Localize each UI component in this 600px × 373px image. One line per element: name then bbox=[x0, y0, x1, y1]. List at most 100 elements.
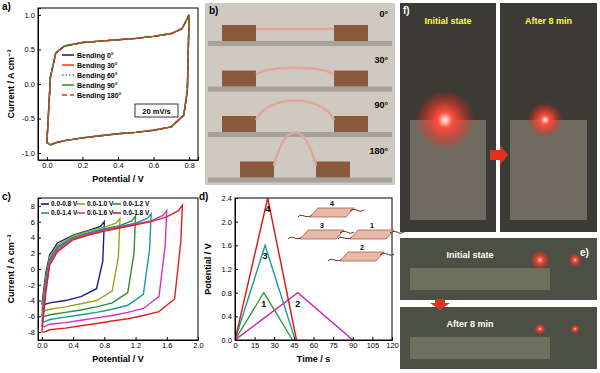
tick-label: 1.2 bbox=[131, 341, 141, 350]
led-glow bbox=[534, 323, 546, 335]
tick: 0.0 bbox=[25, 80, 41, 89]
tick: -0.5 bbox=[22, 114, 41, 123]
tick: -8 bbox=[28, 328, 41, 337]
tick-label: -8 bbox=[28, 328, 35, 337]
tick-mark bbox=[198, 337, 199, 340]
series-label: 1 bbox=[261, 299, 266, 309]
tick-mark bbox=[294, 337, 295, 340]
tick-mark bbox=[353, 337, 354, 340]
tick-mark bbox=[235, 245, 238, 246]
tick: 6 bbox=[31, 218, 41, 227]
series-line bbox=[42, 211, 167, 327]
photo bbox=[400, 307, 597, 369]
photo-detail bbox=[410, 337, 550, 359]
axis-line bbox=[39, 199, 42, 341]
panel-label: c) bbox=[2, 191, 11, 202]
tick-label: 90 bbox=[349, 341, 357, 350]
series-label: 2 bbox=[295, 299, 300, 309]
inset-label: 3 bbox=[320, 222, 324, 229]
tick: 45 bbox=[290, 337, 298, 350]
tick-mark bbox=[154, 157, 155, 160]
y-axis-title: Current / A cm⁻³ bbox=[6, 49, 16, 118]
device bbox=[300, 230, 344, 239]
legend-swatch bbox=[62, 64, 74, 66]
photo-label: Initial state bbox=[424, 16, 471, 26]
legend: 1234 bbox=[261, 204, 300, 309]
tick-label: 0.4 bbox=[222, 312, 232, 321]
series-line bbox=[42, 205, 182, 332]
tick-label: 0.0 bbox=[42, 161, 52, 170]
tick-label: 0.0 bbox=[222, 336, 232, 345]
panel-label: f) bbox=[403, 5, 410, 16]
tick-mark bbox=[38, 253, 41, 254]
device-strip bbox=[256, 68, 334, 75]
panel-label: d) bbox=[199, 191, 208, 202]
tick-label: 15 bbox=[251, 341, 259, 350]
tick-label: -2 bbox=[28, 281, 35, 290]
tick-mark bbox=[167, 337, 168, 340]
clamp bbox=[222, 25, 256, 41]
series-line bbox=[235, 198, 296, 340]
x-axis: 0153045607590105120 bbox=[233, 337, 398, 350]
legend-swatch bbox=[62, 94, 74, 96]
tick: -2 bbox=[28, 281, 41, 290]
photo bbox=[500, 3, 597, 232]
tick: -6 bbox=[28, 312, 41, 321]
tick: 1.6 bbox=[162, 337, 172, 350]
panel-label: e) bbox=[580, 247, 589, 258]
tick-mark bbox=[38, 153, 41, 154]
y-axis: 0.00.40.81.21.62.02.4 bbox=[222, 194, 238, 345]
clamp bbox=[316, 162, 350, 178]
photo-label: After 8 min bbox=[446, 319, 493, 329]
tick-label: 30 bbox=[271, 341, 279, 350]
tick-label: -4 bbox=[28, 296, 35, 305]
tick-mark bbox=[38, 84, 41, 85]
clamp bbox=[222, 71, 256, 87]
tick-mark bbox=[42, 337, 43, 340]
tick: 0.6 bbox=[149, 157, 159, 170]
photo-label: After 8 min bbox=[525, 16, 572, 26]
inset-diagram: 4312 bbox=[288, 200, 404, 261]
photo bbox=[400, 238, 597, 300]
tick-label: 0.8 bbox=[184, 161, 194, 170]
series-line bbox=[42, 219, 120, 311]
tick: 0.4 bbox=[222, 312, 238, 321]
device-wire bbox=[350, 209, 364, 211]
inset-label: 1 bbox=[370, 222, 374, 229]
tick: -1.0 bbox=[22, 149, 41, 158]
tick-mark bbox=[235, 222, 238, 223]
series-line bbox=[47, 15, 189, 145]
photo-detail bbox=[410, 268, 550, 290]
device bbox=[340, 252, 384, 261]
device-wire bbox=[340, 231, 354, 233]
plot-area bbox=[42, 205, 182, 332]
device bbox=[350, 230, 394, 239]
bench bbox=[208, 87, 392, 92]
tick-label: 0.8 bbox=[100, 341, 110, 350]
tick-label: 0.0 bbox=[25, 80, 35, 89]
legend-label: 0.0-1.4 V bbox=[51, 209, 78, 216]
panel-label: a) bbox=[2, 1, 11, 12]
legend: 0.0-0.8 V0.0-1.0 V0.0-1.2 V0.0-1.4 V0.0-… bbox=[41, 200, 150, 216]
y-axis: -1.0-0.50.00.51.0 bbox=[22, 9, 41, 161]
photo-label: Initial state bbox=[446, 250, 493, 260]
axis-line bbox=[39, 157, 199, 161]
y-axis-title: Current / A cm⁻³ bbox=[6, 234, 16, 303]
tick-mark bbox=[235, 269, 238, 270]
tick-label: 2.0 bbox=[222, 218, 232, 227]
tick-mark bbox=[82, 157, 83, 160]
tick-mark bbox=[235, 198, 238, 199]
device-strip bbox=[256, 101, 334, 121]
tick-label: -1.0 bbox=[22, 149, 35, 158]
tick-label: 0.4 bbox=[113, 161, 123, 170]
plot-area bbox=[47, 15, 189, 145]
tick-mark bbox=[38, 15, 41, 16]
photo bbox=[205, 3, 395, 185]
tick: 0.2 bbox=[78, 157, 88, 170]
tick-label: 1.6 bbox=[162, 341, 172, 350]
legend-label: 0.0-1.8 V bbox=[123, 209, 150, 216]
tick-mark bbox=[38, 49, 41, 50]
tick: 2.0 bbox=[193, 337, 203, 350]
tick: 0.0 bbox=[222, 336, 238, 345]
tick: 0.8 bbox=[184, 157, 194, 170]
